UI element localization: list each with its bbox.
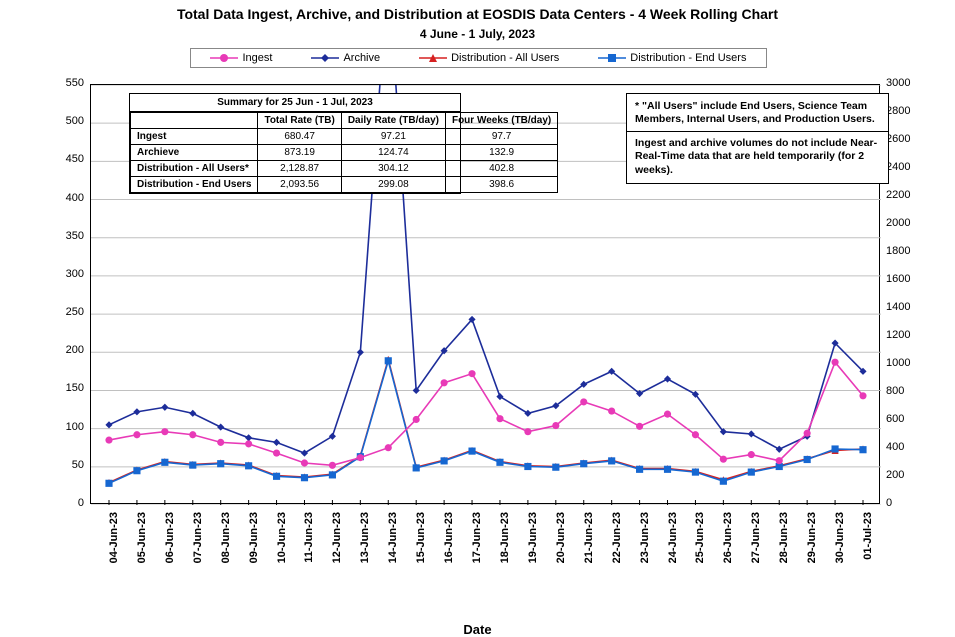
x-tick-label: 05-Jun-23 (136, 512, 148, 572)
x-tick-label: 17-Jun-23 (471, 512, 483, 572)
y2-tick-label: 800 (886, 385, 904, 397)
notes-box: * "All Users" include End Users, Science… (626, 93, 889, 184)
summary-cell: 132.9 (445, 145, 557, 161)
note-all-users: * "All Users" include End Users, Science… (635, 100, 880, 126)
summary-cell: 304.12 (341, 161, 445, 177)
summary-cell: Archieve (131, 145, 258, 161)
y1-tick-label: 400 (50, 192, 84, 204)
y1-tick-label: 300 (50, 268, 84, 280)
legend-item: Archive (311, 52, 380, 64)
summary-cell: 873.19 (258, 145, 341, 161)
y2-tick-label: 400 (886, 441, 904, 453)
y1-tick-label: 350 (50, 230, 84, 242)
legend-label: Ingest (242, 52, 272, 64)
legend-item: Ingest (210, 52, 272, 64)
x-tick-label: 04-Jun-23 (108, 512, 120, 572)
summary-cell: 2,128.87 (258, 161, 341, 177)
x-tick-label: 15-Jun-23 (415, 512, 427, 572)
x-tick-label: 01-Jul-23 (862, 512, 874, 572)
y1-tick-label: 550 (50, 77, 84, 89)
x-tick-label: 09-Jun-23 (248, 512, 260, 572)
x-tick-label: 10-Jun-23 (276, 512, 288, 572)
x-tick-label: 30-Jun-23 (834, 512, 846, 572)
y2-tick-label: 200 (886, 469, 904, 481)
summary-cell: Ingest (131, 129, 258, 145)
y2-tick-label: 1000 (886, 357, 910, 369)
x-tick-label: 23-Jun-23 (639, 512, 651, 572)
summary-cell: Distribution - End Users (131, 177, 258, 193)
x-tick-label: 28-Jun-23 (778, 512, 790, 572)
y2-tick-label: 2400 (886, 161, 910, 173)
y1-tick-label: 500 (50, 115, 84, 127)
summary-caption: Summary for 25 Jun - 1 Jul, 2023 (130, 94, 460, 112)
legend-label: Distribution - All Users (451, 52, 559, 64)
x-tick-label: 24-Jun-23 (667, 512, 679, 572)
summary-cell: 97.7 (445, 129, 557, 145)
summary-row: Archieve873.19124.74132.9 (131, 145, 558, 161)
x-tick-label: 12-Jun-23 (331, 512, 343, 572)
y2-tick-label: 0 (886, 497, 892, 509)
y2-tick-label: 2200 (886, 189, 910, 201)
y1-tick-label: 200 (50, 344, 84, 356)
chart-title: Total Data Ingest, Archive, and Distribu… (0, 6, 955, 22)
legend-item: Distribution - End Users (598, 52, 746, 64)
x-tick-label: 08-Jun-23 (220, 512, 232, 572)
x-tick-label: 13-Jun-23 (359, 512, 371, 572)
y1-tick-label: 250 (50, 306, 84, 318)
x-tick-label: 25-Jun-23 (694, 512, 706, 572)
x-tick-label: 14-Jun-23 (387, 512, 399, 572)
legend-label: Distribution - End Users (630, 52, 746, 64)
summary-table: Summary for 25 Jun - 1 Jul, 2023 Total R… (129, 93, 461, 194)
summary-cell: 402.8 (445, 161, 557, 177)
y1-tick-label: 450 (50, 153, 84, 165)
summary-cell: 2,093.56 (258, 177, 341, 193)
summary-cell: 97.21 (341, 129, 445, 145)
x-tick-label: 18-Jun-23 (499, 512, 511, 572)
note-ingest-archive: Ingest and archive volumes do not includ… (635, 137, 880, 176)
chart-subtitle: 4 June - 1 July, 2023 (0, 27, 955, 41)
summary-col-header: Daily Rate (TB/day) (341, 113, 445, 129)
y2-tick-label: 1400 (886, 301, 910, 313)
summary-row: Distribution - End Users2,093.56299.0839… (131, 177, 558, 193)
summary-cell: 398.6 (445, 177, 557, 193)
y2-tick-label: 2000 (886, 217, 910, 229)
legend: Ingest Archive Distribution - All Users Dis… (190, 48, 767, 68)
x-tick-label: 22-Jun-23 (611, 512, 623, 572)
y2-tick-label: 600 (886, 413, 904, 425)
x-tick-label: 29-Jun-23 (806, 512, 818, 572)
summary-col-header (131, 113, 258, 129)
y2-tick-label: 2800 (886, 105, 910, 117)
x-tick-label: 16-Jun-23 (443, 512, 455, 572)
x-tick-label: 21-Jun-23 (583, 512, 595, 572)
y2-tick-label: 2600 (886, 133, 910, 145)
summary-cell: 124.74 (341, 145, 445, 161)
summary-cell: 680.47 (258, 129, 341, 145)
x-tick-label: 11-Jun-23 (303, 512, 315, 572)
y2-tick-label: 1800 (886, 245, 910, 257)
summary-cell: 299.08 (341, 177, 445, 193)
y1-tick-label: 100 (50, 421, 84, 433)
x-tick-label: 06-Jun-23 (164, 512, 176, 572)
legend-label: Archive (343, 52, 380, 64)
y1-tick-label: 0 (50, 497, 84, 509)
x-tick-label: 20-Jun-23 (555, 512, 567, 572)
x-tick-label: 07-Jun-23 (192, 512, 204, 572)
x-tick-label: 26-Jun-23 (722, 512, 734, 572)
y1-tick-label: 50 (50, 459, 84, 471)
y2-tick-label: 1200 (886, 329, 910, 341)
y2-tick-label: 3000 (886, 77, 910, 89)
summary-row: Ingest680.4797.2197.7 (131, 129, 558, 145)
x-tick-label: 19-Jun-23 (527, 512, 539, 572)
summary-row: Distribution - All Users*2,128.87304.124… (131, 161, 558, 177)
summary-col-header: Total Rate (TB) (258, 113, 341, 129)
summary-cell: Distribution - All Users* (131, 161, 258, 177)
y2-tick-label: 1600 (886, 273, 910, 285)
x-tick-label: 27-Jun-23 (750, 512, 762, 572)
summary-col-header: Four Weeks (TB/day) (445, 113, 557, 129)
y1-tick-label: 150 (50, 382, 84, 394)
legend-item: Distribution - All Users (419, 52, 559, 64)
